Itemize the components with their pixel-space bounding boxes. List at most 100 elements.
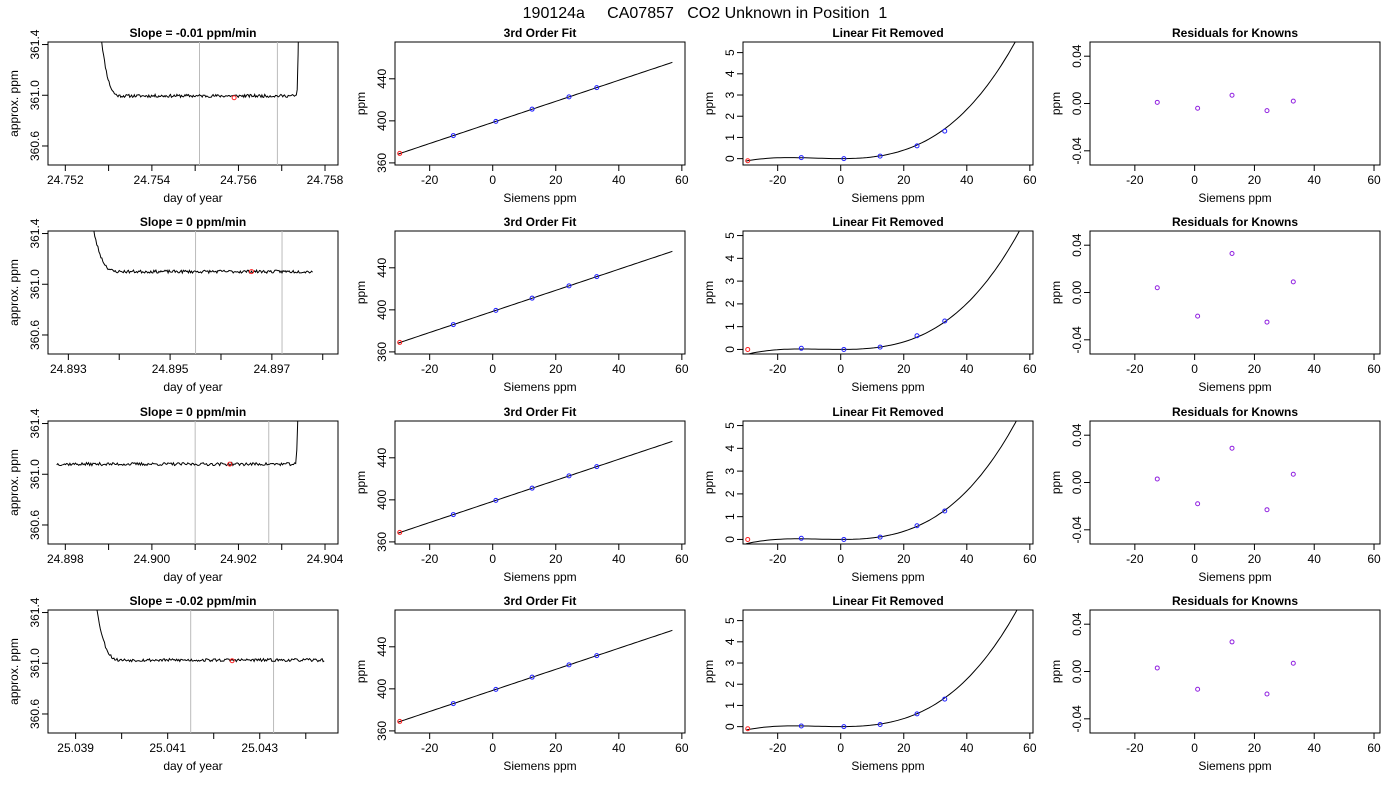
y-tick-label: 0.00 [1070,280,1084,304]
y-tick-label: 440 [375,447,389,467]
x-tick-label: -20 [769,362,787,376]
known-point [841,156,847,162]
x-tick-label: 40 [1308,362,1322,376]
known-point [493,307,499,313]
y-axis-label: ppm [354,92,368,115]
plot-area [745,42,1016,164]
y-tick-label: 440 [375,636,389,656]
known-point [942,508,948,514]
y-tick-label: 360.6 [28,699,42,729]
plot-frame [47,41,339,166]
x-tick-label: 60 [1023,552,1037,566]
x-tick-label: -20 [1126,552,1144,566]
plot-frame [47,609,339,734]
residual-point [1154,476,1160,482]
y-tick-label: -0.04 [1070,326,1084,354]
y-tick-label: 0.00 [1070,659,1084,683]
unknown-point [397,718,403,724]
panel-r1c1: Slope = -0.01 ppm/min 24.752 24.754 24.756 2… [7,26,344,205]
y-tick-label: 3 [723,659,737,666]
x-tick-label: 60 [1023,173,1037,187]
x-tick-label: -20 [421,741,439,755]
x-tick-label: 40 [1308,552,1322,566]
residual-point [1195,105,1201,111]
y-tick-label: 5 [723,232,737,239]
x-tick-label: 0 [837,362,844,376]
x-tick-label: 0 [1191,362,1198,376]
y-tick-label: 361.4 [28,218,42,248]
y-tick-label: 1 [723,323,737,330]
known-point [566,473,572,479]
x-axis-label: day of year [163,570,222,584]
known-point [566,283,572,289]
residual-point [1290,98,1296,104]
x-tick-label: -20 [769,741,787,755]
unknown-point [745,536,751,542]
x-tick-label: 60 [1023,362,1037,376]
panel-r4c2: 3rd Order Fit -20 0 20 40 60 360 400 440 Siemens … [354,594,689,773]
known-point [877,534,883,540]
panel-title: 3rd Order Fit [504,594,577,608]
panel-r4c1: Slope = -0.02 ppm/min 25.039 25.041 25.043 3… [7,594,339,773]
unknown-point [745,726,751,732]
panel-title: Residuals for Knowns [1172,405,1298,419]
y-tick-label: 360 [375,532,389,552]
residual-point [1229,250,1235,256]
x-tick-label: -20 [421,173,439,187]
panel-title: Linear Fit Removed [832,215,943,229]
panel-r1c2: 3rd Order Fit -20 0 20 40 60 360 400 440 Siemens … [354,26,689,205]
x-tick-label: 40 [960,741,974,755]
y-axis-label: approx. ppm [7,70,21,137]
panel-title: Residuals for Knowns [1172,215,1298,229]
plot-area [397,629,673,724]
panel-title: Slope = 0 ppm/min [140,215,246,229]
plot-frame [1089,230,1381,355]
x-tick-label: 20 [897,741,911,755]
unknown-point [397,150,403,156]
known-point [798,155,804,161]
panel-title: 3rd Order Fit [504,26,577,40]
panel-title: Slope = 0 ppm/min [140,405,246,419]
x-tick-label: 40 [960,552,974,566]
known-point [841,536,847,542]
plot-area [1154,639,1296,697]
y-tick-label: 5 [723,49,737,56]
y-tick-label: 2 [723,113,737,120]
x-axis-label: Siemens ppm [503,759,576,773]
known-point [841,346,847,352]
x-tick-label: 24.754 [134,173,171,187]
x-tick-label: 40 [1308,173,1322,187]
known-point [841,724,847,730]
y-axis-label: ppm [354,281,368,304]
panel-title: Residuals for Knowns [1172,26,1298,40]
residual-point [1290,279,1296,285]
known-point [914,143,920,149]
x-axis-label: Siemens ppm [503,380,576,394]
residual-point [1154,665,1160,671]
panel-r2c1: Slope = 0 ppm/min 24.893 24.895 24.897 360.6… [7,215,339,394]
x-tick-label: 20 [897,552,911,566]
trace-line [101,42,299,99]
trace-line [96,610,325,663]
y-axis-label: ppm [702,281,716,304]
x-tick-label: 25.043 [241,741,278,755]
panel-title: 3rd Order Fit [504,215,577,229]
y-tick-label: 3 [723,467,737,474]
x-axis-label: Siemens ppm [851,380,924,394]
known-point [942,318,948,324]
plot-area [96,610,325,733]
x-axis-label: Siemens ppm [1198,380,1271,394]
x-tick-label: 60 [1367,741,1381,755]
unknown-point [745,346,751,352]
residual-point [1195,313,1201,319]
x-tick-label: -20 [1126,173,1144,187]
residual-point [1195,686,1201,692]
trace-line [56,421,299,467]
x-tick-label: 20 [897,362,911,376]
panel-r3c3: Linear Fit Removed -20 0 20 40 60 0 1 2 3 4 5 Siemen… [702,405,1037,584]
x-tick-label: 40 [960,362,974,376]
plot-area [1154,92,1296,114]
y-tick-label: 361.4 [28,408,42,438]
y-axis-label: approx. ppm [7,638,21,705]
known-point [450,701,456,707]
